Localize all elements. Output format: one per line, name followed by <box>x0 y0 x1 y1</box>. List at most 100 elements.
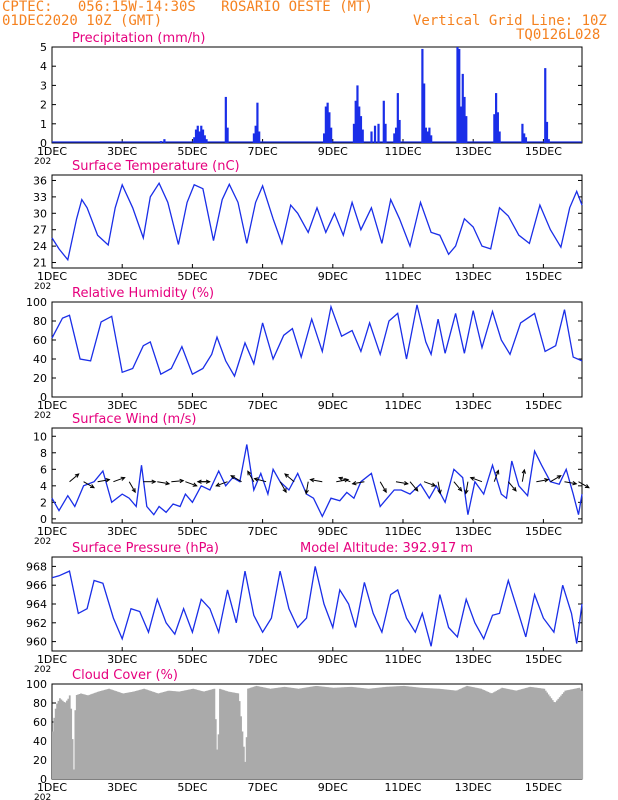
x-tick-label: 3DEC <box>107 270 137 283</box>
wind-arrow-head <box>215 482 221 487</box>
cloud-bar <box>278 687 280 779</box>
cloud-bar <box>345 687 348 779</box>
precip-bar <box>330 127 333 143</box>
precip-bar <box>423 83 426 143</box>
cloud-bar <box>207 690 210 779</box>
wind-arrow-head <box>230 475 236 480</box>
y-tick-label: 40 <box>33 353 47 366</box>
cloud-bar <box>560 695 563 779</box>
cloud-bar <box>467 686 470 779</box>
cloud-bar <box>172 691 175 779</box>
cloud-bar <box>402 685 405 779</box>
cloud-bar <box>533 687 536 779</box>
cloud-bar <box>223 690 226 779</box>
cloud-bar <box>372 688 374 779</box>
cloud-bar <box>449 689 452 779</box>
cloud-bar <box>150 691 153 779</box>
cloud-bar <box>195 689 198 779</box>
cloud-bar <box>341 687 344 779</box>
cloud-bar <box>84 694 87 779</box>
cloud-bar <box>160 692 162 779</box>
precip-bar <box>384 123 387 143</box>
cloud-bar <box>400 686 402 779</box>
wind-arrow-head <box>253 477 259 482</box>
cloud-bar <box>450 690 453 779</box>
cloud-bar <box>287 687 290 779</box>
cloud-bar <box>279 687 282 779</box>
cloud-bar <box>327 687 329 779</box>
wind-arrow-head <box>512 486 517 492</box>
cloud-bar <box>71 739 74 779</box>
y-tick-label: 4 <box>40 60 47 73</box>
y-tick-label: 6 <box>40 463 47 476</box>
wind-arrow <box>409 481 419 492</box>
cloud-bar <box>332 687 335 779</box>
series-line <box>51 444 583 518</box>
cloud-bar <box>549 696 551 779</box>
cloud-bar <box>460 688 463 779</box>
cloud-bar <box>175 691 178 779</box>
cloud-bar <box>214 719 217 779</box>
cloud-bar <box>146 689 148 779</box>
cloud-bar <box>405 686 408 779</box>
cloud-bar <box>438 688 440 779</box>
y-tick-label: 20 <box>33 754 47 767</box>
precip-bar <box>458 48 461 143</box>
x-tick-label: 1DEC <box>37 145 67 158</box>
cloud-bar <box>539 688 541 779</box>
cloud-bar <box>536 687 539 779</box>
y-tick-label: 24 <box>33 240 47 253</box>
precip-bar <box>328 112 331 143</box>
wind-arrow-head <box>284 473 290 478</box>
panel-frame <box>51 174 583 269</box>
wind-arrow <box>536 479 549 483</box>
cloud-bar <box>384 686 387 779</box>
cloud-bar <box>439 688 442 779</box>
cloud-bar <box>119 692 122 779</box>
precip-bar <box>258 131 261 143</box>
precip-bar <box>203 135 206 143</box>
cloud-bar <box>417 687 419 779</box>
x-tick-label: 13DEC <box>455 653 492 666</box>
x-tick-label: 11DEC <box>384 145 421 158</box>
cloud-bar <box>373 688 376 779</box>
precip-bar <box>493 114 496 143</box>
cloud-bar <box>313 686 315 779</box>
cloud-bar <box>158 693 161 779</box>
cloud-bar <box>137 690 140 779</box>
cloud-bar <box>273 688 276 779</box>
cloud-bar <box>230 692 233 779</box>
wind-arrow-head <box>382 488 387 494</box>
cloud-bar <box>109 689 112 779</box>
wind-arrow <box>338 477 351 483</box>
cloud-bar <box>189 689 192 779</box>
x-tick-label: 11DEC <box>384 399 421 412</box>
cloud-bar <box>174 691 176 779</box>
cloud-bar <box>190 689 193 779</box>
cloud-bar <box>408 686 411 779</box>
wind-arrow-head <box>74 473 80 478</box>
cloud-bar <box>268 688 271 779</box>
y-tick-label: 0 <box>40 391 47 404</box>
cloud-bar <box>235 693 238 779</box>
y-tick-label: 968 <box>26 560 47 573</box>
cloud-bar <box>61 700 64 779</box>
cloud-bar <box>393 686 395 779</box>
wind-arrow-head <box>344 478 350 483</box>
wind-arrow <box>97 479 110 483</box>
x-tick-label: 5DEC <box>177 270 207 283</box>
cloud-bar <box>457 689 460 779</box>
cloud-bar <box>501 687 504 779</box>
cloud-bar <box>487 691 490 779</box>
precip-bar <box>361 129 364 143</box>
cloud-bar <box>117 692 120 779</box>
cloud-bar <box>325 687 328 779</box>
cloud-bar <box>133 691 136 779</box>
cloud-bar <box>139 689 141 779</box>
cloud-bar <box>572 688 575 779</box>
cloud-bar <box>81 693 84 779</box>
precip-bar <box>370 131 373 143</box>
cloud-bar <box>383 687 386 779</box>
cloud-bar <box>359 687 362 779</box>
